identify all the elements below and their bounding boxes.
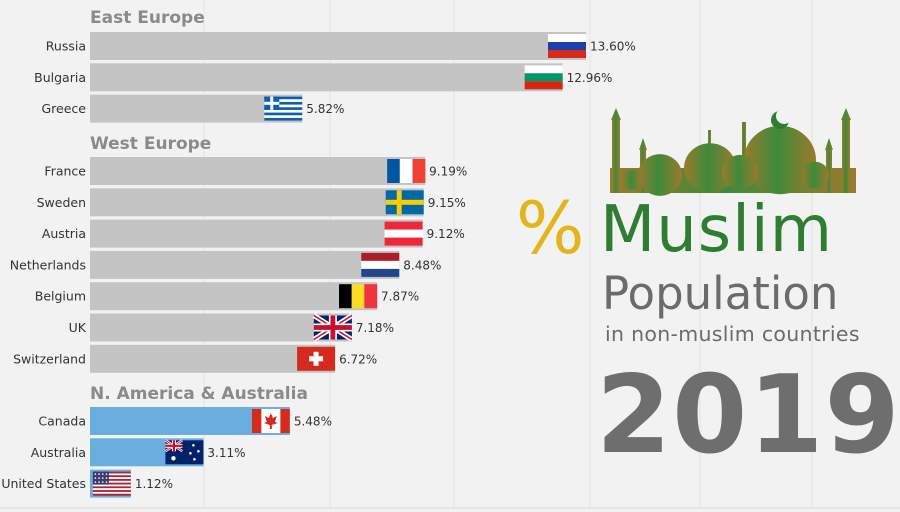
category-label: Bulgaria [34,70,86,85]
switzerland-flag-icon [297,346,336,371]
france-flag-icon [387,159,426,183]
usa-flag-icon [92,471,131,496]
category-label: Greece [42,101,87,116]
value-label: 5.48% [294,415,332,429]
value-label: 9.15% [428,196,466,210]
value-label: 9.19% [429,165,467,179]
category-label: Austria [42,226,86,241]
bar-row-bulgaria: Bulgaria 12.96% [34,63,613,92]
category-label: United States [1,476,86,491]
bar-group: West Europe France 9.19% Sweden 9.15% Austria… [10,134,467,373]
category-label: Australia [31,445,86,460]
sweden-flag-icon [385,190,424,215]
value-label: 12.96% [567,71,613,85]
uk-flag-icon [312,313,354,342]
value-label: 8.48% [403,258,441,272]
value-label: 3.11% [207,446,245,460]
australia-flag-icon [164,439,204,465]
russia-flag-icon [548,34,586,58]
value-label: 6.72% [339,352,377,366]
bar-row-switzerland: Switzerland 6.72% [13,344,377,373]
bar-row-belgium: Belgium 7.87% [35,282,419,311]
bar-bulgaria [90,63,563,92]
group-title: West Europe [90,134,211,154]
bar-group: East Europe Russia 13.60% Bulgaria 12.96% Gre… [34,8,636,123]
bar-france [90,157,426,185]
canada-flag-icon [251,409,290,433]
value-label: 13.60% [590,40,636,54]
value-label: 9.12% [427,227,465,241]
bulgaria-flag-icon [524,65,563,90]
category-label: UK [69,320,87,335]
value-label: 1.12% [135,477,173,491]
bar-row-netherlands: Netherlands 8.48% [10,250,441,279]
bar-row-canada: Canada 5.48% [38,407,332,435]
category-label: Russia [46,39,86,54]
value-label: 7.87% [381,290,419,304]
bar-belgium [90,282,378,311]
bar-row-russia: Russia 13.60% [46,32,636,60]
bar-austria [90,219,423,248]
greece-flag-icon [264,96,303,121]
bar-row-usa: United States 1.12% [1,469,173,498]
bar-row-sweden: Sweden 9.15% [37,188,466,217]
austria-flag-icon [384,221,423,246]
category-label: Canada [38,414,86,429]
category-label: Switzerland [13,351,86,366]
bar-switzerland [90,344,336,373]
category-label: France [44,164,86,179]
category-label: Netherlands [10,257,86,272]
category-label: Sweden [37,195,86,210]
bar-row-uk: UK 7.18% [69,313,394,342]
bar-row-australia: Australia 3.11% [31,438,246,467]
value-label: 7.18% [356,321,394,335]
bar-netherlands [90,250,400,279]
bar-row-austria: Austria 9.12% [42,219,465,248]
value-label: 5.82% [306,102,344,116]
bar-sweden [90,188,424,217]
group-title: East Europe [90,8,205,28]
netherlands-flag-icon [361,252,400,277]
category-label: Belgium [35,289,86,304]
bar-row-france: France 9.19% [44,157,467,185]
group-title: N. America & Australia [90,384,308,404]
bars: East Europe Russia 13.60% Bulgaria 12.96% Gre… [1,8,636,498]
belgium-flag-icon [339,284,378,309]
mosque-silhouette-icon [610,108,856,196]
bar-row-greece: Greece 5.82% [42,94,344,123]
bar-uk [90,313,352,342]
bar-group: N. America & Australia Canada 5.48% Austral… [1,384,332,498]
bar-russia [90,32,586,60]
